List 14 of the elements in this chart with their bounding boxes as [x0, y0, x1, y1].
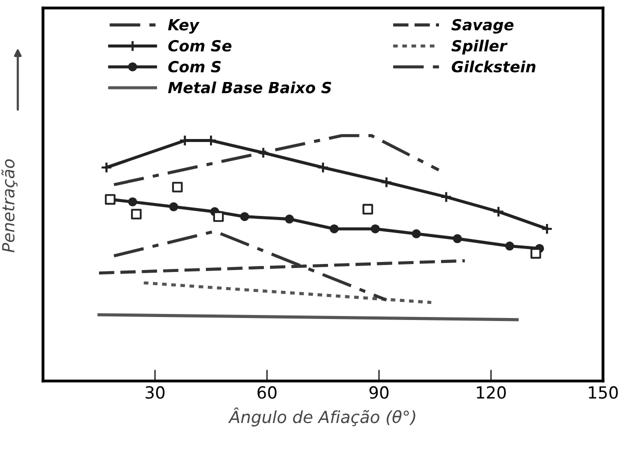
x-tick-label: 30	[146, 386, 164, 399]
y-axis-title: Penetração	[1, 159, 18, 252]
legend-label: Metal Base Baixo S	[168, 82, 332, 94]
x-tick-label: 120	[476, 386, 506, 399]
legend-label: Com S	[168, 60, 221, 72]
x-tick-label: 90	[369, 386, 388, 399]
legend-label: Key	[168, 19, 200, 34]
legend-label: Com Se	[168, 40, 232, 52]
legend-label: Spiller	[451, 40, 508, 54]
x-tick-label: 150	[588, 386, 618, 399]
x-axis-title: Ângulo de Afiação (θ°)	[228, 408, 416, 426]
legend-label: Gilckstein	[452, 60, 536, 72]
legend-label: Savage	[451, 18, 514, 34]
x-tick-label: 60	[258, 386, 276, 399]
